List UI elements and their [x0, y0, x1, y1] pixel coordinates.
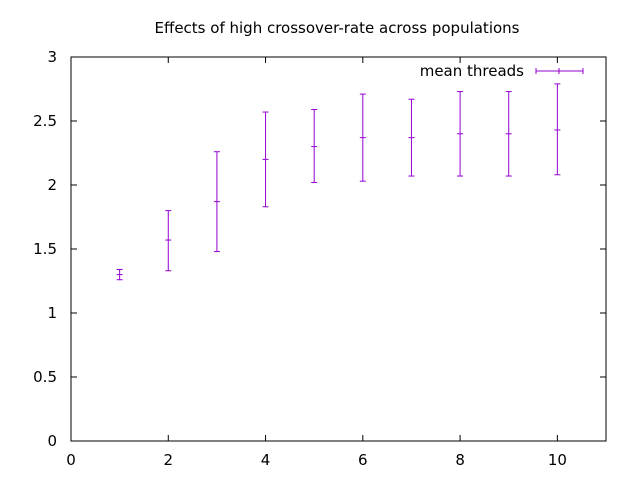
- x-tick-label: 0: [66, 451, 76, 469]
- data-point: [116, 268, 123, 281]
- chart-title: Effects of high crossover-rate across po…: [155, 19, 520, 37]
- data-point: [262, 111, 269, 208]
- x-axis: 0 2 4 6 8 10: [66, 57, 567, 469]
- legend-label: mean threads: [420, 62, 524, 80]
- x-tick-label: 4: [261, 451, 271, 469]
- legend: mean threads: [420, 62, 584, 80]
- x-tick-label: 10: [548, 451, 567, 469]
- data-point: [408, 98, 415, 177]
- x-tick-label: 8: [455, 451, 465, 469]
- data-point: [359, 93, 366, 182]
- y-tick-label: 3: [47, 48, 57, 66]
- x-tick-label: 6: [358, 451, 368, 469]
- legend-sample: [535, 68, 584, 74]
- data-point: [311, 108, 318, 183]
- y-tick-label: 1.5: [33, 240, 57, 258]
- data-point: [554, 83, 561, 176]
- data-series: [116, 83, 561, 281]
- x-tick-label: 2: [163, 451, 173, 469]
- data-point: [213, 151, 220, 253]
- data-point: [165, 210, 172, 272]
- data-point: [505, 91, 512, 177]
- y-tick-label: 2.5: [33, 112, 57, 130]
- y-axis: 0 0.5 1 1.5 2 2.5 3: [33, 48, 606, 450]
- plot-frame: [70, 56, 607, 442]
- y-tick-label: 0.5: [33, 368, 57, 386]
- y-tick-label: 2: [47, 176, 57, 194]
- y-tick-label: 0: [47, 432, 57, 450]
- y-tick-label: 1: [47, 304, 57, 322]
- data-point: [457, 91, 464, 177]
